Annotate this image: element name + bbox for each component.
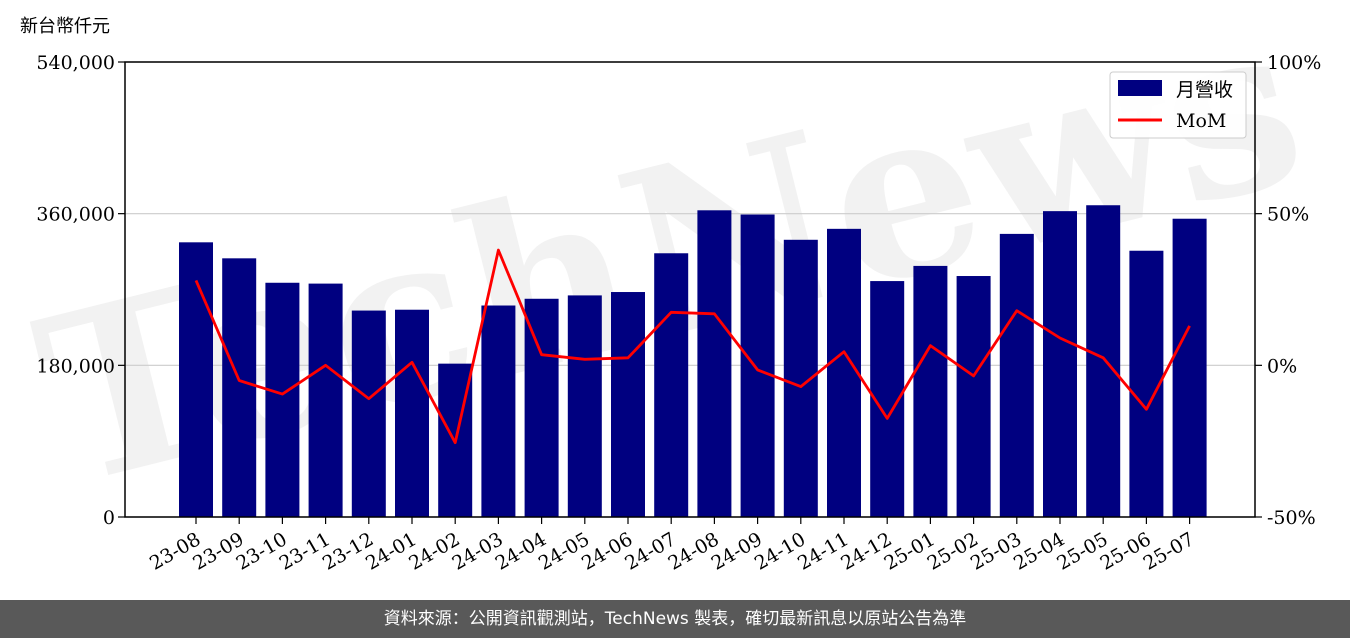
y-axis-unit-label: 新台幣仟元 <box>20 16 110 37</box>
bar-23-09 <box>222 258 257 517</box>
bar-25-02 <box>956 276 991 517</box>
bar-24-09 <box>740 214 775 517</box>
y2-tick-label: 0% <box>1267 355 1297 377</box>
bar-25-03 <box>999 233 1034 517</box>
legend-swatch-bar <box>1118 80 1162 96</box>
bar-25-07 <box>1172 218 1207 517</box>
source-footer: 資料來源：公開資訊觀測站，TechNews 製表，確切最新訊息以原站公告為準 <box>0 600 1350 638</box>
x-axis-ticks: 23-0823-0923-1023-1123-1224-0124-0224-03… <box>146 517 1198 575</box>
bar-series <box>179 205 1207 518</box>
mom-line <box>194 248 1191 445</box>
y-tick-label: 360,000 <box>36 204 115 226</box>
bar-24-11 <box>827 228 861 518</box>
bar-24-05 <box>567 295 602 517</box>
legend-label-mom: MoM <box>1176 110 1226 132</box>
y2-tick-label: 100% <box>1267 52 1321 74</box>
bar-24-03 <box>481 305 516 517</box>
y-tick-label: 540,000 <box>36 52 115 74</box>
left-axis-ticks: 0 180,000 360,000 540,000 <box>36 52 125 529</box>
bar-23-08 <box>179 242 213 517</box>
bar-25-04 <box>1043 211 1077 517</box>
bar-23-11 <box>308 283 343 517</box>
bar-23-12 <box>351 310 386 517</box>
bar-25-05 <box>1086 205 1121 518</box>
bar-25-01 <box>913 265 948 517</box>
bar-24-07 <box>654 253 689 517</box>
bar-24-04 <box>524 298 559 517</box>
y-tick-label: 0 <box>103 507 115 529</box>
bar-24-06 <box>611 292 645 517</box>
plot-frame <box>124 61 1256 518</box>
bar-24-01 <box>395 309 429 517</box>
x-tick-label: 25-07 <box>1140 528 1198 574</box>
mom-line-series <box>194 248 1191 445</box>
y2-tick-label: 50% <box>1267 204 1309 226</box>
bar-24-08 <box>697 210 732 517</box>
legend-label-revenue: 月營收 <box>1176 79 1233 101</box>
y2-tick-label: -50% <box>1267 507 1316 529</box>
right-axis-ticks: -50% 0% 50% 100% <box>1255 52 1321 529</box>
bar-23-10 <box>265 282 300 517</box>
plot-border <box>124 61 1256 518</box>
legend: 月營收 MoM <box>1109 71 1247 139</box>
y-tick-label: 180,000 <box>36 355 115 377</box>
bar-25-06 <box>1129 250 1164 518</box>
